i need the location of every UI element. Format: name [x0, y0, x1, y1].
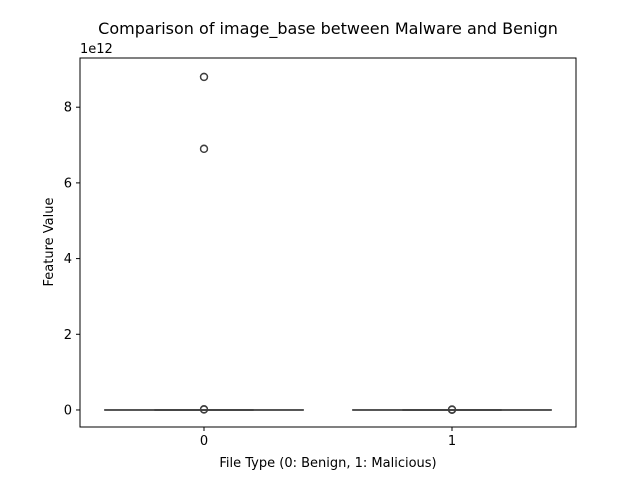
y-tick-label-1: 2 — [64, 328, 72, 343]
y-axis-label: Feature Value — [42, 198, 57, 287]
outlier-0-1 — [199, 72, 209, 82]
y-tick-label-0: 0 — [64, 403, 72, 418]
y-tick-label-3: 6 — [64, 176, 72, 191]
y-offset-label: 1e12 — [80, 42, 113, 57]
outlier-1-2 — [447, 405, 457, 414]
chart-title: Comparison of image_base between Malware… — [98, 19, 558, 39]
y-tick-label-2: 4 — [64, 252, 72, 267]
axes-frame — [79, 57, 577, 428]
x-axis-label: File Type (0: Benign, 1: Malicious) — [219, 456, 436, 471]
outlier-0-5 — [199, 405, 209, 414]
outlier-0-3 — [199, 144, 209, 153]
x-tick-label-0: 0 — [200, 434, 208, 449]
x-tick-label-1: 1 — [448, 434, 456, 449]
y-tick-label-4: 8 — [64, 101, 72, 116]
plot-area: 0 2 4 6 8 0 1 — [64, 72, 552, 449]
